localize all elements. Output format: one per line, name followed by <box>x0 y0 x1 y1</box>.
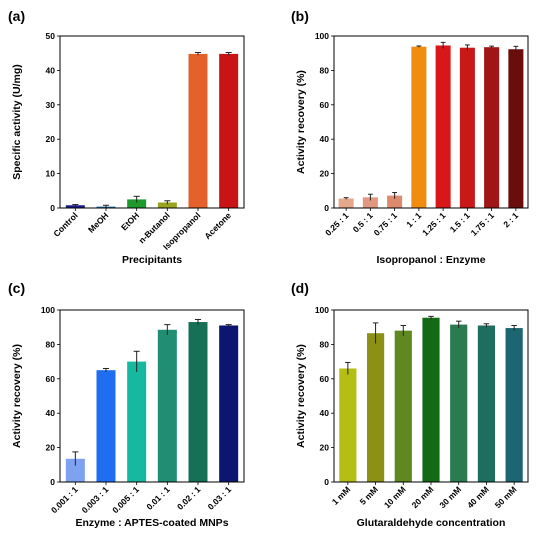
x-tick-label: 1.75 : 1 <box>469 210 497 238</box>
bar-2 <box>362 197 378 208</box>
bar-6 <box>219 325 239 482</box>
y-tick-label: 100 <box>315 31 329 41</box>
x-axis-title: Isopropanol : Enzyme <box>376 254 485 266</box>
y-tick-label: 60 <box>46 374 56 384</box>
plot-frame <box>333 35 529 209</box>
x-tick-label: 0.02 : 1 <box>175 484 203 512</box>
panel-label: (c) <box>8 280 25 296</box>
bar-5 <box>188 53 208 208</box>
y-tick-label: 100 <box>315 305 329 315</box>
panel-label: (b) <box>291 8 309 24</box>
x-tick-label: 1 mM <box>330 484 352 506</box>
y-tick-label: 80 <box>320 339 330 349</box>
x-tick-label: Acetone <box>202 210 233 241</box>
y-tick-label: 40 <box>46 408 56 418</box>
panel-label: (d) <box>291 280 309 296</box>
x-tick-label: 10 mM <box>382 484 408 510</box>
x-tick-label: MeOH <box>86 210 110 234</box>
x-tick-label: 40 mM <box>465 484 491 510</box>
y-tick-label: 0 <box>324 477 329 487</box>
bar-5 <box>450 324 468 482</box>
y-tick-label: 40 <box>46 65 56 75</box>
bar-1 <box>339 368 357 482</box>
y-tick-label: 20 <box>320 169 330 179</box>
bar-2 <box>96 370 116 482</box>
chart-panel-4: (d) 1 mM 5 mM 10 mM 20 mM 30 mM 40 mM 50 mM 0 20 4… <box>291 280 529 529</box>
bar-4 <box>157 202 177 208</box>
y-tick-label: 10 <box>46 169 56 179</box>
bar-5 <box>435 45 451 209</box>
bar-6 <box>459 47 475 209</box>
x-tick-label: 30 mM <box>437 484 463 510</box>
y-tick-label: 40 <box>320 408 330 418</box>
y-tick-label: 60 <box>320 100 330 110</box>
x-axis-title: Precipitants <box>122 254 182 266</box>
bar-7 <box>484 47 500 209</box>
bar-4 <box>157 329 177 482</box>
y-tick-label: 20 <box>320 443 330 453</box>
bar-1 <box>338 198 354 208</box>
x-tick-label: Control <box>51 210 79 238</box>
bar-1 <box>65 205 85 208</box>
y-tick-label: 50 <box>46 31 56 41</box>
panel-label: (a) <box>8 8 25 24</box>
bar-2 <box>366 333 385 482</box>
chart-panel-3: (c)0.001 : 1 0.003 : 1 0.005 : 1 0.01 : 1 0.… <box>8 280 245 529</box>
x-tick-label: 0.003 : 1 <box>80 484 111 515</box>
x-tick-label: 0.001 : 1 <box>49 484 80 515</box>
y-tick-label: 80 <box>320 65 330 75</box>
y-axis-title: Activity recovery (%) <box>295 70 307 174</box>
x-tick-label: 0.03 : 1 <box>206 484 234 512</box>
bar-5 <box>188 322 208 482</box>
bar-3 <box>127 199 147 208</box>
x-tick-label: 0.005 : 1 <box>110 484 141 515</box>
plot-frame <box>333 309 529 483</box>
x-tick-label: 1 : 1 <box>404 210 423 229</box>
bar-4 <box>422 317 440 482</box>
x-tick-label: EtOH <box>119 210 141 232</box>
x-tick-label: 1.25 : 1 <box>420 210 448 238</box>
y-axis-title: Specific activity (U/mg) <box>11 64 23 180</box>
x-tick-label: 5 mM <box>358 484 380 506</box>
y-tick-label: 30 <box>46 100 56 110</box>
y-tick-label: 0 <box>50 203 55 213</box>
y-tick-label: 40 <box>320 134 330 144</box>
y-tick-label: 0 <box>324 203 329 213</box>
y-tick-label: 100 <box>41 305 55 315</box>
y-axis-title: Activity recovery (%) <box>11 344 23 448</box>
bar-7 <box>505 328 523 482</box>
x-tick-label: 0.01 : 1 <box>144 484 172 512</box>
x-tick-label: 20 mM <box>410 484 436 510</box>
y-tick-label: 60 <box>320 374 330 384</box>
bar-3 <box>387 195 403 208</box>
x-tick-label: 2 : 1 <box>501 210 520 229</box>
plot-frame <box>59 309 245 483</box>
bar-4 <box>411 46 427 208</box>
bar-3 <box>127 361 147 482</box>
y-tick-label: 20 <box>46 443 56 453</box>
bar-8 <box>508 49 524 208</box>
x-axis-title: Enzyme : APTES-coated MNPs <box>75 517 228 529</box>
x-axis-title: Glutaraldehyde concentration <box>357 517 506 529</box>
y-tick-label: 0 <box>50 477 55 487</box>
y-tick-label: 20 <box>46 134 56 144</box>
bar-1 <box>65 458 85 482</box>
x-tick-label: 50 mM <box>493 484 519 510</box>
y-axis-title: Activity recovery (%) <box>295 344 307 448</box>
y-tick-label: 80 <box>46 339 56 349</box>
bar-6 <box>477 325 496 482</box>
plot-frame <box>59 35 245 209</box>
bar-6 <box>219 53 239 208</box>
x-tick-label: 0.75 : 1 <box>372 210 400 238</box>
bar-3 <box>394 330 412 482</box>
x-tick-label: 0.25 : 1 <box>323 210 351 238</box>
